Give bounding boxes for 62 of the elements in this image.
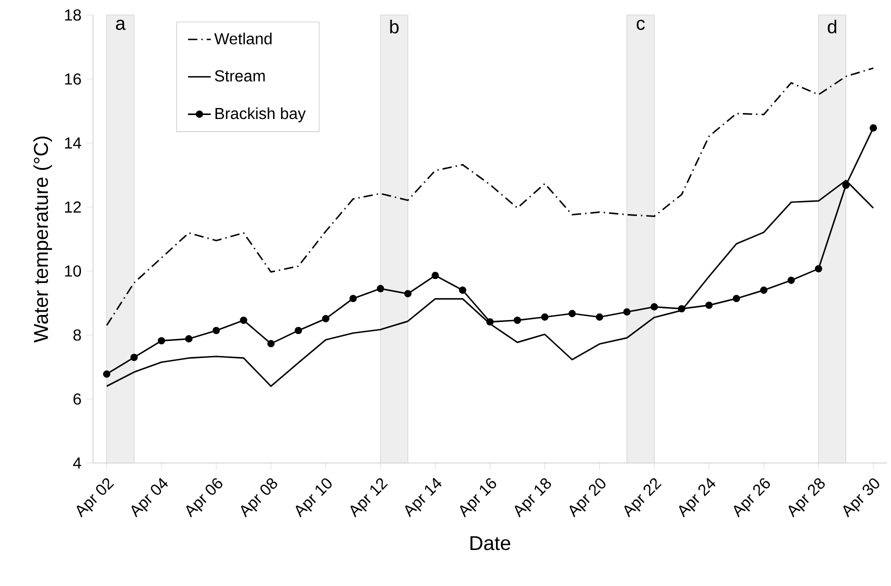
x-tick-label: Apr 20	[570, 478, 606, 518]
y-tick-label: 10	[65, 265, 82, 277]
x-tick-label: Apr 04	[131, 478, 168, 518]
x-tick-label: Apr 08	[240, 478, 278, 518]
y-tick-label: 12	[65, 201, 81, 213]
band-label: b	[390, 20, 399, 34]
x-tick-label: Apr 26	[734, 478, 770, 518]
x-tick-label: Apr 02	[76, 478, 114, 518]
point	[788, 276, 795, 284]
x-tick-label: Apr 12	[350, 478, 388, 518]
point	[432, 272, 439, 280]
point	[870, 124, 877, 132]
x-tick-label: Apr 24	[679, 478, 716, 518]
point	[486, 318, 494, 326]
point	[541, 313, 548, 321]
x-tick-label: Apr 06	[186, 478, 222, 518]
y-tick-label: 18	[65, 9, 81, 21]
band-label: c	[636, 20, 645, 30]
x-axis-title: Date	[470, 536, 510, 550]
band-label: d	[828, 20, 836, 34]
point	[212, 326, 220, 334]
y-tick-label: 8	[73, 329, 81, 341]
point	[650, 303, 658, 311]
point	[349, 294, 357, 302]
x-tick-label: Apr 14	[405, 478, 442, 518]
point	[842, 182, 850, 189]
point	[322, 315, 330, 322]
point	[267, 340, 275, 348]
x-tick-label: Apr 22	[624, 478, 662, 518]
y-tick-label: 16	[65, 73, 81, 85]
point	[185, 335, 192, 343]
point	[158, 337, 166, 344]
point	[568, 310, 576, 318]
legend-label: Brackish bay	[216, 107, 306, 122]
y-axis-title: Water temperature (°C)	[33, 136, 52, 343]
point	[596, 313, 604, 321]
line-series	[106, 67, 874, 326]
x-tick-label: Apr 18	[514, 478, 551, 518]
point	[404, 290, 412, 298]
y-tick-label: 6	[74, 393, 81, 405]
point	[294, 326, 302, 334]
legend-label: Wetland	[214, 32, 272, 44]
band-label: a	[116, 20, 126, 30]
y-tick-label: 14	[65, 138, 82, 148]
x-tick-label: Apr 28	[788, 478, 825, 518]
point	[814, 265, 822, 272]
point	[732, 294, 740, 302]
point	[760, 286, 768, 294]
point	[623, 308, 631, 316]
point	[376, 284, 384, 292]
point	[514, 316, 522, 324]
x-tick-label: Apr 10	[296, 478, 332, 518]
point	[678, 305, 686, 312]
point	[240, 316, 248, 324]
point	[130, 354, 138, 362]
point	[458, 286, 466, 294]
x-tick-label: Apr 30	[843, 478, 880, 518]
point	[705, 302, 713, 309]
y-tick-label: 4	[73, 458, 82, 469]
x-tick-label: Apr 16	[460, 478, 496, 518]
legend-label: Stream	[214, 70, 265, 82]
point	[103, 370, 110, 378]
